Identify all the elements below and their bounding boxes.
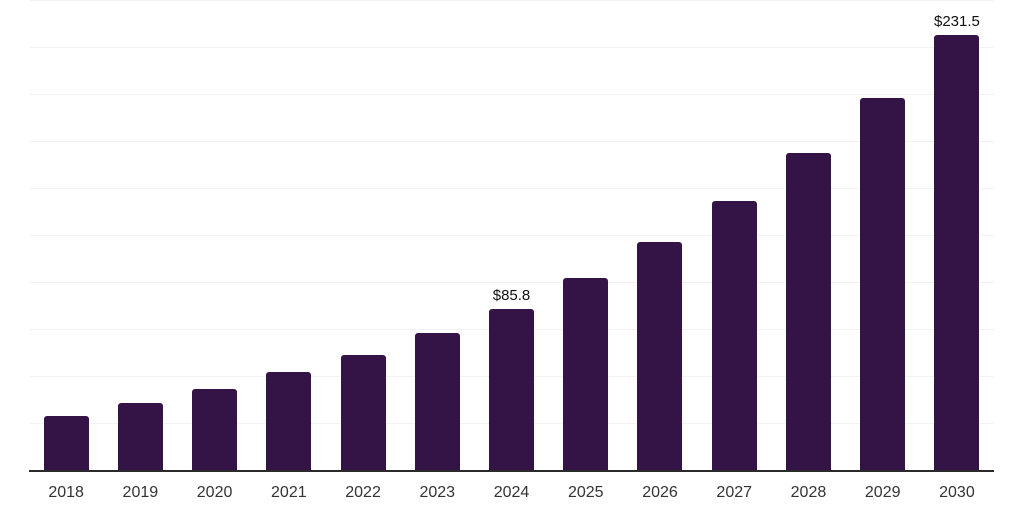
x-tick-label-2030: 2030 <box>939 484 975 501</box>
x-tick-label-2024: 2024 <box>493 484 530 501</box>
x-tick-label-2026: 2026 <box>642 484 678 501</box>
bar-2018 <box>43 416 89 470</box>
gridline-100 <box>29 282 994 283</box>
bar-value-label-2024: $85.8 <box>492 286 531 304</box>
bar-slot-2019 <box>103 0 177 470</box>
bar-slot-2018 <box>29 0 103 470</box>
x-tick-label-2023: 2023 <box>419 484 456 501</box>
x-axis-line <box>29 470 994 472</box>
gridline-200 <box>29 94 994 95</box>
gridline-150 <box>29 188 994 189</box>
x-tick-label-2021: 2021 <box>271 484 307 501</box>
bar-2030 <box>934 34 980 470</box>
gridline-250 <box>29 0 994 1</box>
bar-2019 <box>117 403 163 470</box>
bar-slot-2027 <box>697 0 771 470</box>
bar-2021 <box>266 371 312 470</box>
bar-slot-2024: $85.8 <box>474 0 548 470</box>
bar-slot-2021 <box>252 0 326 470</box>
bar-2020 <box>192 388 238 470</box>
x-tick-label-2027: 2027 <box>716 484 753 501</box>
bar-2028 <box>785 153 831 470</box>
x-tick-label-2022: 2022 <box>345 484 381 501</box>
bar-slot-2026 <box>623 0 697 470</box>
bar-slot-2030: $231.5 <box>920 0 994 470</box>
x-tick-label-2025: 2025 <box>567 484 604 501</box>
bar-slot-2023 <box>400 0 474 470</box>
x-tick-label-2028: 2028 <box>790 484 827 501</box>
bar-2026 <box>637 241 683 470</box>
bar-2023 <box>414 333 460 470</box>
gridline-225 <box>29 47 994 48</box>
bar-2027 <box>711 201 757 470</box>
x-tick-label-2018: 2018 <box>48 484 84 501</box>
plot-area: $85.8 $231.5 <box>29 0 994 470</box>
bars-row: $85.8 $231.5 <box>29 0 994 470</box>
bar-slot-2022 <box>326 0 400 470</box>
x-tick-label-2029: 2029 <box>864 484 901 501</box>
bar-slot-2025 <box>549 0 623 470</box>
x-axis-labels: 2018 2019 2020 2021 2022 2023 2024 2025 2026 2027… <box>29 483 994 502</box>
x-tick-label-2019: 2019 <box>122 484 159 501</box>
bar-2024 <box>489 308 535 470</box>
bar-2022 <box>340 354 386 470</box>
bar-slot-2029 <box>846 0 920 470</box>
bar-2025 <box>563 277 609 470</box>
bar-value-label-2030: $231.5 <box>933 12 980 30</box>
bar-2029 <box>860 97 906 470</box>
gridline-125 <box>29 235 994 236</box>
bar-slot-2020 <box>177 0 251 470</box>
gridline-175 <box>29 141 994 142</box>
bar-slot-2028 <box>771 0 845 470</box>
x-tick-label-2020: 2020 <box>196 484 233 501</box>
